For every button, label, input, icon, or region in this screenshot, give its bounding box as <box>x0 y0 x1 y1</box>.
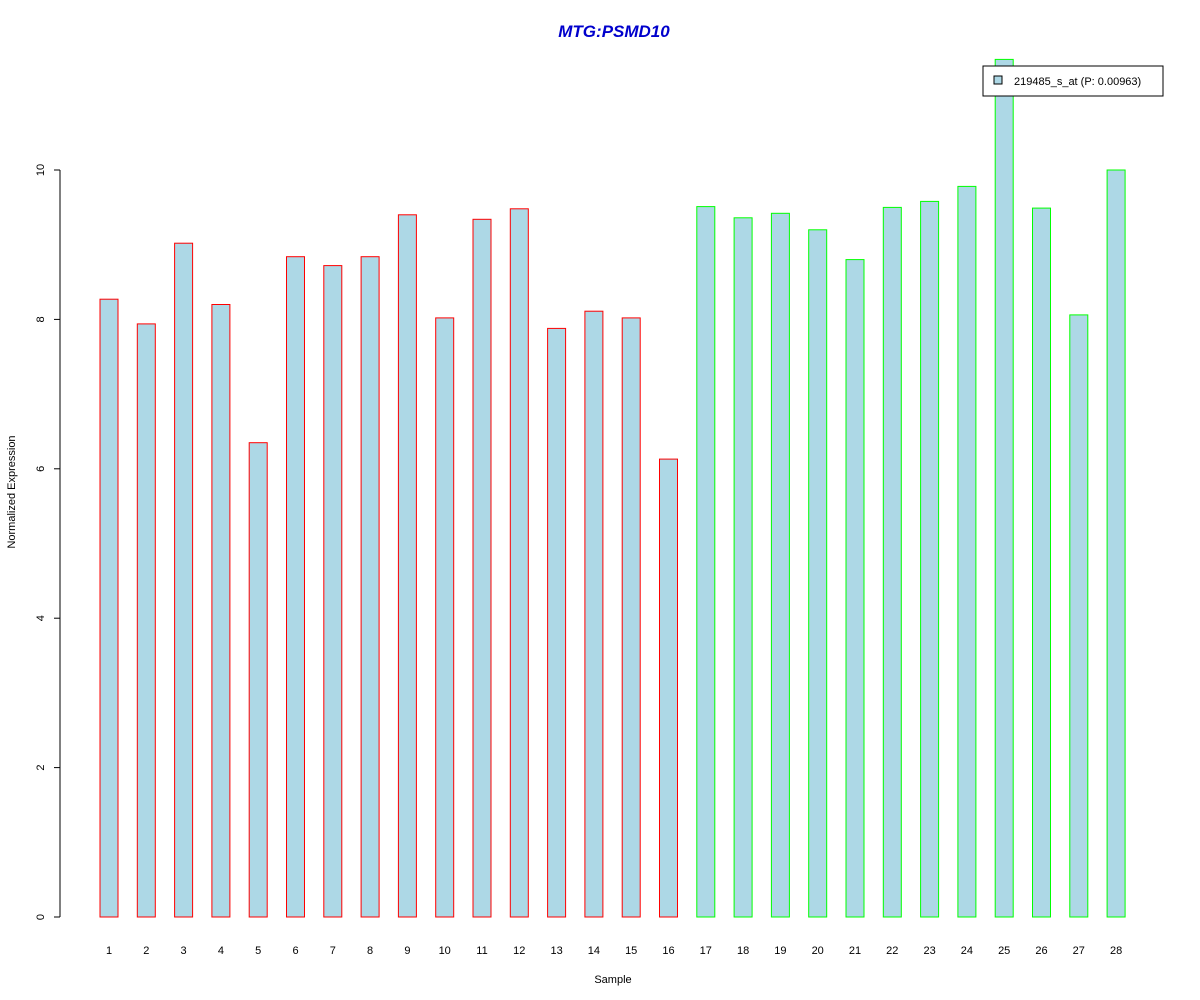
bar-sample-4 <box>211 304 231 918</box>
legend-swatch <box>993 75 1003 85</box>
bar-sample-26 <box>1032 207 1051 918</box>
x-tick-label: 6 <box>292 945 298 957</box>
bar-sample-15 <box>621 317 641 918</box>
bar-sample-28 <box>1106 169 1126 918</box>
x-tick-label: 8 <box>367 945 373 957</box>
x-tick-label: 15 <box>625 945 637 957</box>
bar-sample-14 <box>584 310 604 918</box>
x-tick-label: 5 <box>255 945 261 957</box>
bar-sample-3 <box>174 242 194 918</box>
x-tick-label: 1 <box>106 945 112 957</box>
y-axis-label: Normalized Expression <box>6 435 18 548</box>
bar-sample-19 <box>770 212 790 918</box>
bar-sample-13 <box>547 327 567 918</box>
y-tick-label: 8 <box>35 316 47 322</box>
x-tick-label: 9 <box>404 945 410 957</box>
bar-sample-22 <box>882 206 902 918</box>
bar-sample-10 <box>435 317 455 918</box>
bar-sample-24 <box>957 185 977 918</box>
y-tick-label: 2 <box>35 765 47 771</box>
x-tick-label: 3 <box>181 945 187 957</box>
bar-sample-2 <box>136 323 156 918</box>
bar-sample-20 <box>808 229 828 918</box>
chart-title: MTG:PSMD10 <box>558 22 670 41</box>
bar-sample-12 <box>509 208 529 918</box>
x-tick-label: 13 <box>550 945 562 957</box>
bar-sample-23 <box>920 200 940 918</box>
bar-sample-21 <box>845 259 865 918</box>
x-tick-label: 18 <box>737 945 749 957</box>
bar-sample-9 <box>397 214 417 918</box>
y-tick-label: 4 <box>35 615 47 621</box>
bar-sample-17 <box>696 206 716 918</box>
x-tick-label: 17 <box>700 945 712 957</box>
bar-sample-18 <box>733 217 753 918</box>
y-tick-label: 10 <box>35 164 47 176</box>
bar-sample-1 <box>99 298 119 918</box>
x-tick-label: 2 <box>143 945 149 957</box>
x-tick-label: 23 <box>923 945 935 957</box>
x-tick-label: 10 <box>439 945 451 957</box>
bar-sample-27 <box>1069 314 1089 918</box>
x-tick-label: 14 <box>588 945 600 957</box>
legend-entry-label: 219485_s_at (P: 0.00963) <box>1014 76 1141 88</box>
x-tick-labels: 1 2 3 4 5 6 7 8 9 10 11 12 13 14 15 16 17 18 19 20 21 22 23 24 2… <box>106 945 1122 957</box>
bar-sample-8 <box>360 256 380 918</box>
bar-sample-16 <box>659 458 678 918</box>
x-tick-label: 25 <box>998 945 1010 957</box>
bar-sample-6 <box>286 256 305 918</box>
x-tick-label: 22 <box>886 945 898 957</box>
y-tick-label: 6 <box>35 466 47 472</box>
bar-sample-11 <box>472 218 492 918</box>
x-axis-label: Sample <box>594 974 631 986</box>
bar-sample-5 <box>248 442 268 918</box>
x-tick-label: 19 <box>774 945 786 957</box>
x-tick-label: 20 <box>812 945 824 957</box>
x-tick-label: 4 <box>218 945 224 957</box>
x-tick-label: 28 <box>1110 945 1122 957</box>
x-tick-label: 12 <box>513 945 525 957</box>
legend: 219485_s_at (P: 0.00963) <box>982 65 1164 97</box>
x-tick-label: 7 <box>330 945 336 957</box>
y-axis: 0 2 4 6 8 10 <box>35 164 61 920</box>
bar-sample-7 <box>323 265 343 918</box>
x-tick-label: 21 <box>849 945 861 957</box>
x-tick-label: 27 <box>1073 945 1085 957</box>
x-tick-label: 26 <box>1035 945 1047 957</box>
y-tick-label: 0 <box>35 914 47 920</box>
legend-box <box>982 65 1164 97</box>
x-tick-label: 24 <box>961 945 973 957</box>
bars-group <box>99 58 1126 918</box>
bar-sample-25 <box>994 58 1014 918</box>
x-tick-label: 16 <box>662 945 674 957</box>
x-tick-label: 11 <box>476 945 487 957</box>
